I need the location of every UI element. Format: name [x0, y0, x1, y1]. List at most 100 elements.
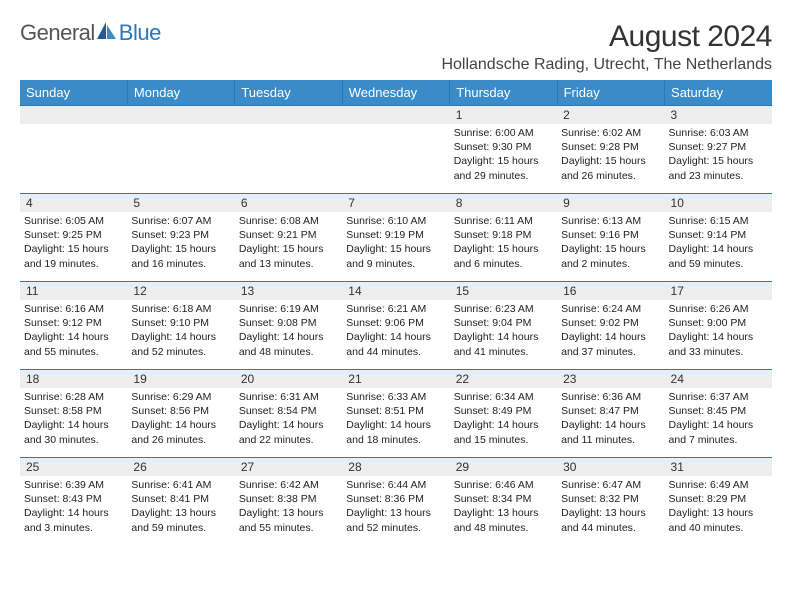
day-details: Sunrise: 6:24 AMSunset: 9:02 PMDaylight:… [561, 302, 660, 359]
day-number: 10 [665, 194, 772, 212]
day-number: 30 [557, 458, 664, 476]
day-number: 5 [127, 194, 234, 212]
day-number: 13 [235, 282, 342, 300]
day-number: 9 [557, 194, 664, 212]
day-cell: 5Sunrise: 6:07 AMSunset: 9:23 PMDaylight… [127, 194, 234, 282]
day-cell: 17Sunrise: 6:26 AMSunset: 9:00 PMDayligh… [665, 282, 772, 370]
day-details: Sunrise: 6:16 AMSunset: 9:12 PMDaylight:… [24, 302, 123, 359]
title-block: August 2024 Hollandsche Rading, Utrecht,… [441, 20, 772, 74]
day-details: Sunrise: 6:03 AMSunset: 9:27 PMDaylight:… [669, 126, 768, 183]
calendar-page: General Blue August 2024 Hollandsche Rad… [0, 0, 792, 556]
day-number: 25 [20, 458, 127, 476]
day-number: 1 [450, 106, 557, 124]
logo-text-2: Blue [119, 20, 161, 46]
day-details: Sunrise: 6:28 AMSunset: 8:58 PMDaylight:… [24, 390, 123, 447]
day-number: 29 [450, 458, 557, 476]
day-cell: 31 Sunrise: 6:49 AMSunset: 8:29 PMDayligh… [665, 458, 772, 546]
week-row: 1Sunrise: 6:00 AMSunset: 9:30 PMDaylight… [20, 106, 772, 194]
day-number: 16 [557, 282, 664, 300]
day-cell [127, 106, 234, 194]
day-number: 19 [127, 370, 234, 388]
day-header: Sunday [20, 80, 127, 106]
day-details: Sunrise: 6:47 AMSunset: 8:32 PMDaylight:… [561, 478, 660, 535]
day-number: 6 [235, 194, 342, 212]
day-cell: 2 Sunrise: 6:02 AMSunset: 9:28 PMDaylight… [557, 106, 664, 194]
day-cell: 29 Sunrise: 6:46 AMSunset: 8:34 PMDayligh… [450, 458, 557, 546]
day-number: 12 [127, 282, 234, 300]
day-number [342, 106, 449, 124]
day-cell: 28 Sunrise: 6:44 AMSunset: 8:36 PMDayligh… [342, 458, 449, 546]
day-cell: 24Sunrise: 6:37 AMSunset: 8:45 PMDayligh… [665, 370, 772, 458]
day-number: 3 [665, 106, 772, 124]
day-number: 11 [20, 282, 127, 300]
day-cell [20, 106, 127, 194]
day-number: 15 [450, 282, 557, 300]
day-number: 18 [20, 370, 127, 388]
day-details: Sunrise: 6:23 AMSunset: 9:04 PMDaylight:… [454, 302, 553, 359]
day-cell: 15 Sunrise: 6:23 AMSunset: 9:04 PMDayligh… [450, 282, 557, 370]
day-number: 8 [450, 194, 557, 212]
week-row: 18 Sunrise: 6:28 AMSunset: 8:58 PMDayligh… [20, 370, 772, 458]
day-header: Monday [127, 80, 234, 106]
logo-sail-icon [97, 20, 117, 46]
logo-text-1: General [20, 20, 95, 46]
day-header: Thursday [450, 80, 557, 106]
month-title: August 2024 [441, 20, 772, 54]
day-details: Sunrise: 6:42 AMSunset: 8:38 PMDaylight:… [239, 478, 338, 535]
day-number: 7 [342, 194, 449, 212]
week-row: 4 Sunrise: 6:05 AMSunset: 9:25 PMDaylight… [20, 194, 772, 282]
day-number: 31 [665, 458, 772, 476]
day-cell: 21 Sunrise: 6:33 AMSunset: 8:51 PMDayligh… [342, 370, 449, 458]
day-number: 27 [235, 458, 342, 476]
day-number: 21 [342, 370, 449, 388]
calendar-table: Sunday Monday Tuesday Wednesday Thursday… [20, 80, 772, 546]
day-number: 26 [127, 458, 234, 476]
day-details: Sunrise: 6:49 AMSunset: 8:29 PMDaylight:… [669, 478, 768, 535]
day-number: 14 [342, 282, 449, 300]
day-cell: 25Sunrise: 6:39 AMSunset: 8:43 PMDayligh… [20, 458, 127, 546]
day-header: Saturday [665, 80, 772, 106]
day-cell: 9Sunrise: 6:13 AMSunset: 9:16 PMDaylight… [557, 194, 664, 282]
day-cell: 3 Sunrise: 6:03 AMSunset: 9:27 PMDaylight… [665, 106, 772, 194]
day-details: Sunrise: 6:46 AMSunset: 8:34 PMDaylight:… [454, 478, 553, 535]
week-row: 25Sunrise: 6:39 AMSunset: 8:43 PMDayligh… [20, 458, 772, 546]
day-number: 4 [20, 194, 127, 212]
day-number: 2 [557, 106, 664, 124]
day-details: Sunrise: 6:26 AMSunset: 9:00 PMDaylight:… [669, 302, 768, 359]
day-cell: 8 Sunrise: 6:11 AMSunset: 9:18 PMDaylight… [450, 194, 557, 282]
day-cell: 12 Sunrise: 6:18 AMSunset: 9:10 PMDayligh… [127, 282, 234, 370]
day-cell: 6 Sunrise: 6:08 AMSunset: 9:21 PMDaylight… [235, 194, 342, 282]
logo: General Blue [20, 20, 161, 46]
day-number: 22 [450, 370, 557, 388]
day-details: Sunrise: 6:33 AMSunset: 8:51 PMDaylight:… [346, 390, 445, 447]
day-details: Sunrise: 6:37 AMSunset: 8:45 PMDaylight:… [669, 390, 768, 447]
day-details: Sunrise: 6:10 AMSunset: 9:19 PMDaylight:… [346, 214, 445, 271]
day-cell: 16 Sunrise: 6:24 AMSunset: 9:02 PMDayligh… [557, 282, 664, 370]
day-number [127, 106, 234, 124]
day-number [235, 106, 342, 124]
day-cell: 23Sunrise: 6:36 AMSunset: 8:47 PMDayligh… [557, 370, 664, 458]
day-details: Sunrise: 6:18 AMSunset: 9:10 PMDaylight:… [131, 302, 230, 359]
day-details: Sunrise: 6:44 AMSunset: 8:36 PMDaylight:… [346, 478, 445, 535]
week-row: 11 Sunrise: 6:16 AMSunset: 9:12 PMDayligh… [20, 282, 772, 370]
day-details: Sunrise: 6:31 AMSunset: 8:54 PMDaylight:… [239, 390, 338, 447]
day-cell: 22Sunrise: 6:34 AMSunset: 8:49 PMDayligh… [450, 370, 557, 458]
day-number: 23 [557, 370, 664, 388]
day-number: 28 [342, 458, 449, 476]
day-header-row: Sunday Monday Tuesday Wednesday Thursday… [20, 80, 772, 106]
day-cell: 1Sunrise: 6:00 AMSunset: 9:30 PMDaylight… [450, 106, 557, 194]
location-subtitle: Hollandsche Rading, Utrecht, The Netherl… [441, 56, 772, 74]
day-number: 20 [235, 370, 342, 388]
day-details: Sunrise: 6:05 AMSunset: 9:25 PMDaylight:… [24, 214, 123, 271]
page-header: General Blue August 2024 Hollandsche Rad… [20, 20, 772, 74]
day-cell: 26Sunrise: 6:41 AMSunset: 8:41 PMDayligh… [127, 458, 234, 546]
day-details: Sunrise: 6:02 AMSunset: 9:28 PMDaylight:… [561, 126, 660, 183]
day-details: Sunrise: 6:19 AMSunset: 9:08 PMDaylight:… [239, 302, 338, 359]
day-cell: 14 Sunrise: 6:21 AMSunset: 9:06 PMDayligh… [342, 282, 449, 370]
day-cell: 4 Sunrise: 6:05 AMSunset: 9:25 PMDaylight… [20, 194, 127, 282]
day-details: Sunrise: 6:08 AMSunset: 9:21 PMDaylight:… [239, 214, 338, 271]
day-cell [235, 106, 342, 194]
day-details: Sunrise: 6:11 AMSunset: 9:18 PMDaylight:… [454, 214, 553, 271]
day-details: Sunrise: 6:21 AMSunset: 9:06 PMDaylight:… [346, 302, 445, 359]
day-cell: 30 Sunrise: 6:47 AMSunset: 8:32 PMDayligh… [557, 458, 664, 546]
